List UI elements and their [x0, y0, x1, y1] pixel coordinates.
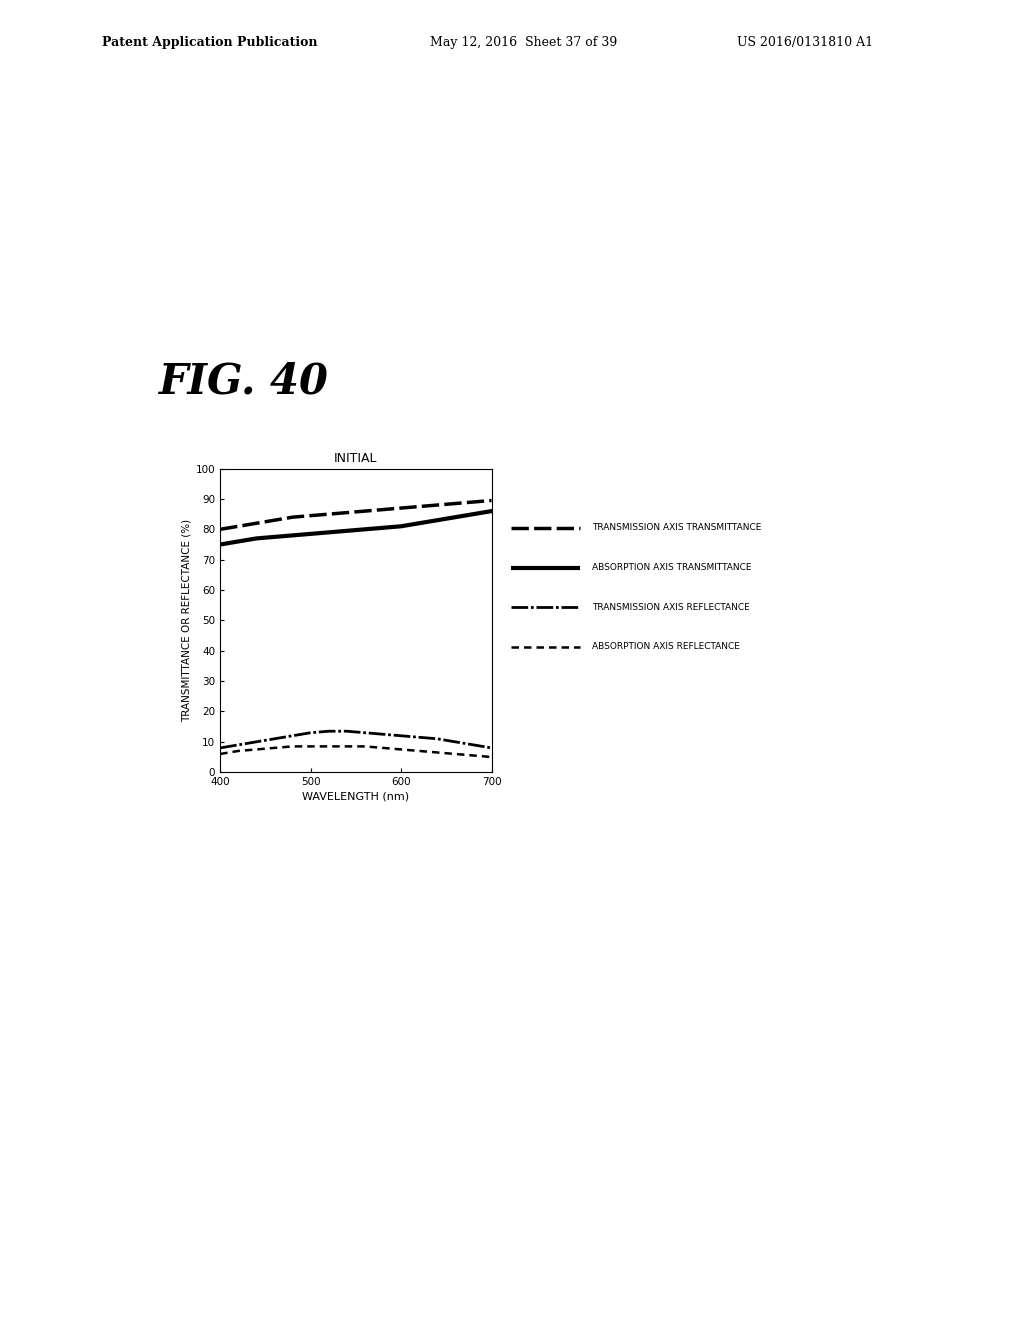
X-axis label: WAVELENGTH (nm): WAVELENGTH (nm) — [302, 791, 410, 801]
Y-axis label: TRANSMITTANCE OR REFLECTANCE (%): TRANSMITTANCE OR REFLECTANCE (%) — [181, 519, 191, 722]
Text: Patent Application Publication: Patent Application Publication — [102, 36, 317, 49]
Text: FIG. 40: FIG. 40 — [159, 360, 329, 403]
Text: US 2016/0131810 A1: US 2016/0131810 A1 — [737, 36, 873, 49]
Text: TRANSMISSION AXIS REFLECTANCE: TRANSMISSION AXIS REFLECTANCE — [592, 603, 750, 611]
Text: ABSORPTION AXIS TRANSMITTANCE: ABSORPTION AXIS TRANSMITTANCE — [592, 564, 752, 572]
Text: ABSORPTION AXIS REFLECTANCE: ABSORPTION AXIS REFLECTANCE — [592, 643, 739, 651]
Text: May 12, 2016  Sheet 37 of 39: May 12, 2016 Sheet 37 of 39 — [430, 36, 617, 49]
Text: TRANSMISSION AXIS TRANSMITTANCE: TRANSMISSION AXIS TRANSMITTANCE — [592, 524, 761, 532]
Title: INITIAL: INITIAL — [334, 451, 378, 465]
